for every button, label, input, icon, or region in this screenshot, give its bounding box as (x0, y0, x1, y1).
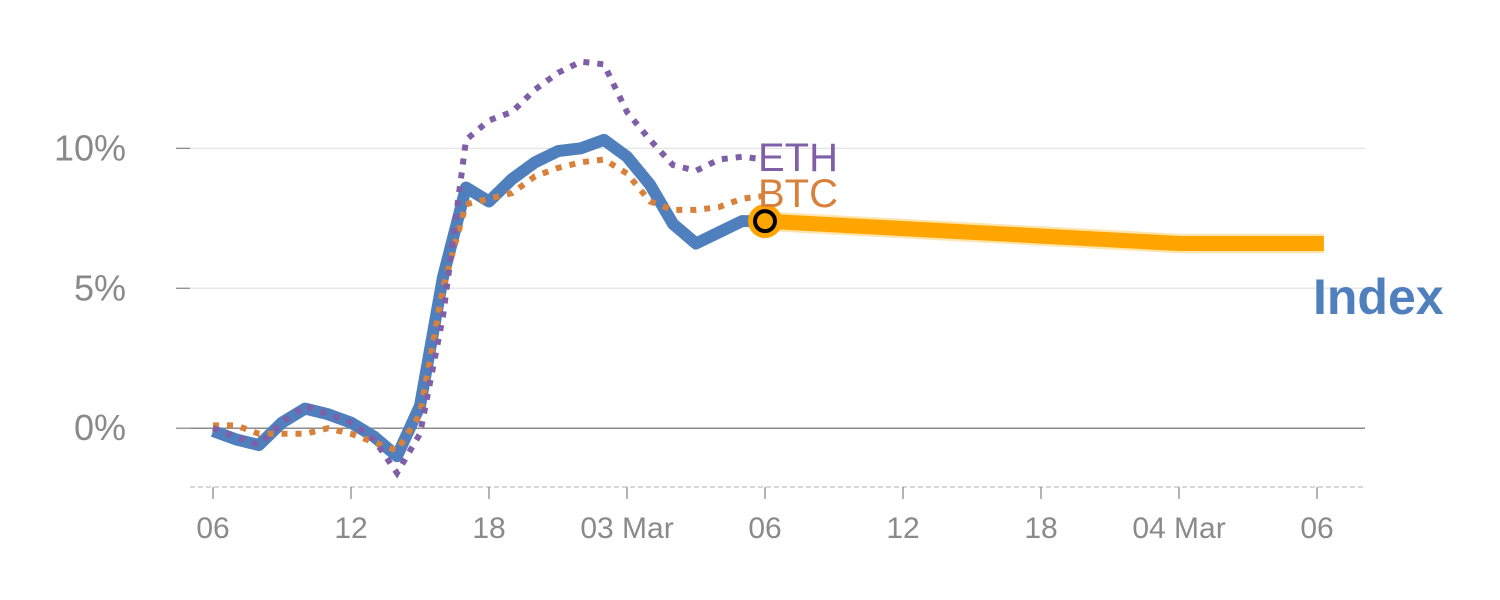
current-point-halo (748, 204, 782, 239)
x-tick-label: 06 (748, 512, 781, 545)
y-tick-label: 10% (54, 127, 126, 168)
x-tick-label: 06 (196, 512, 229, 545)
x-tick-label: 04 Mar (1132, 512, 1225, 545)
y-tick-label: 5% (74, 267, 126, 308)
btc-label: BTC (758, 172, 838, 216)
eth-label: ETH (758, 136, 838, 180)
x-tick-label: 18 (472, 512, 505, 545)
x-tick-label: 18 (1024, 512, 1057, 545)
grid-lines (190, 147, 1365, 429)
x-tick-label: 03 Mar (580, 512, 673, 545)
forecast-line (764, 213, 1324, 251)
index-line (210, 133, 765, 463)
index-label: Index (1313, 269, 1444, 325)
current-point-marker (753, 209, 777, 234)
y-tick-label: 0% (74, 407, 126, 448)
eth-line (211, 58, 766, 479)
series-lines (210, 58, 1324, 479)
x-axis: 06 12 18 03 Mar 06 12 18 04 Mar 06 (190, 486, 1365, 545)
x-tick-label: 12 (334, 512, 367, 545)
x-tick-label: 12 (886, 512, 919, 545)
y-axis: 0% 5% 10% (54, 127, 190, 448)
x-tick-label: 06 (1300, 512, 1333, 545)
